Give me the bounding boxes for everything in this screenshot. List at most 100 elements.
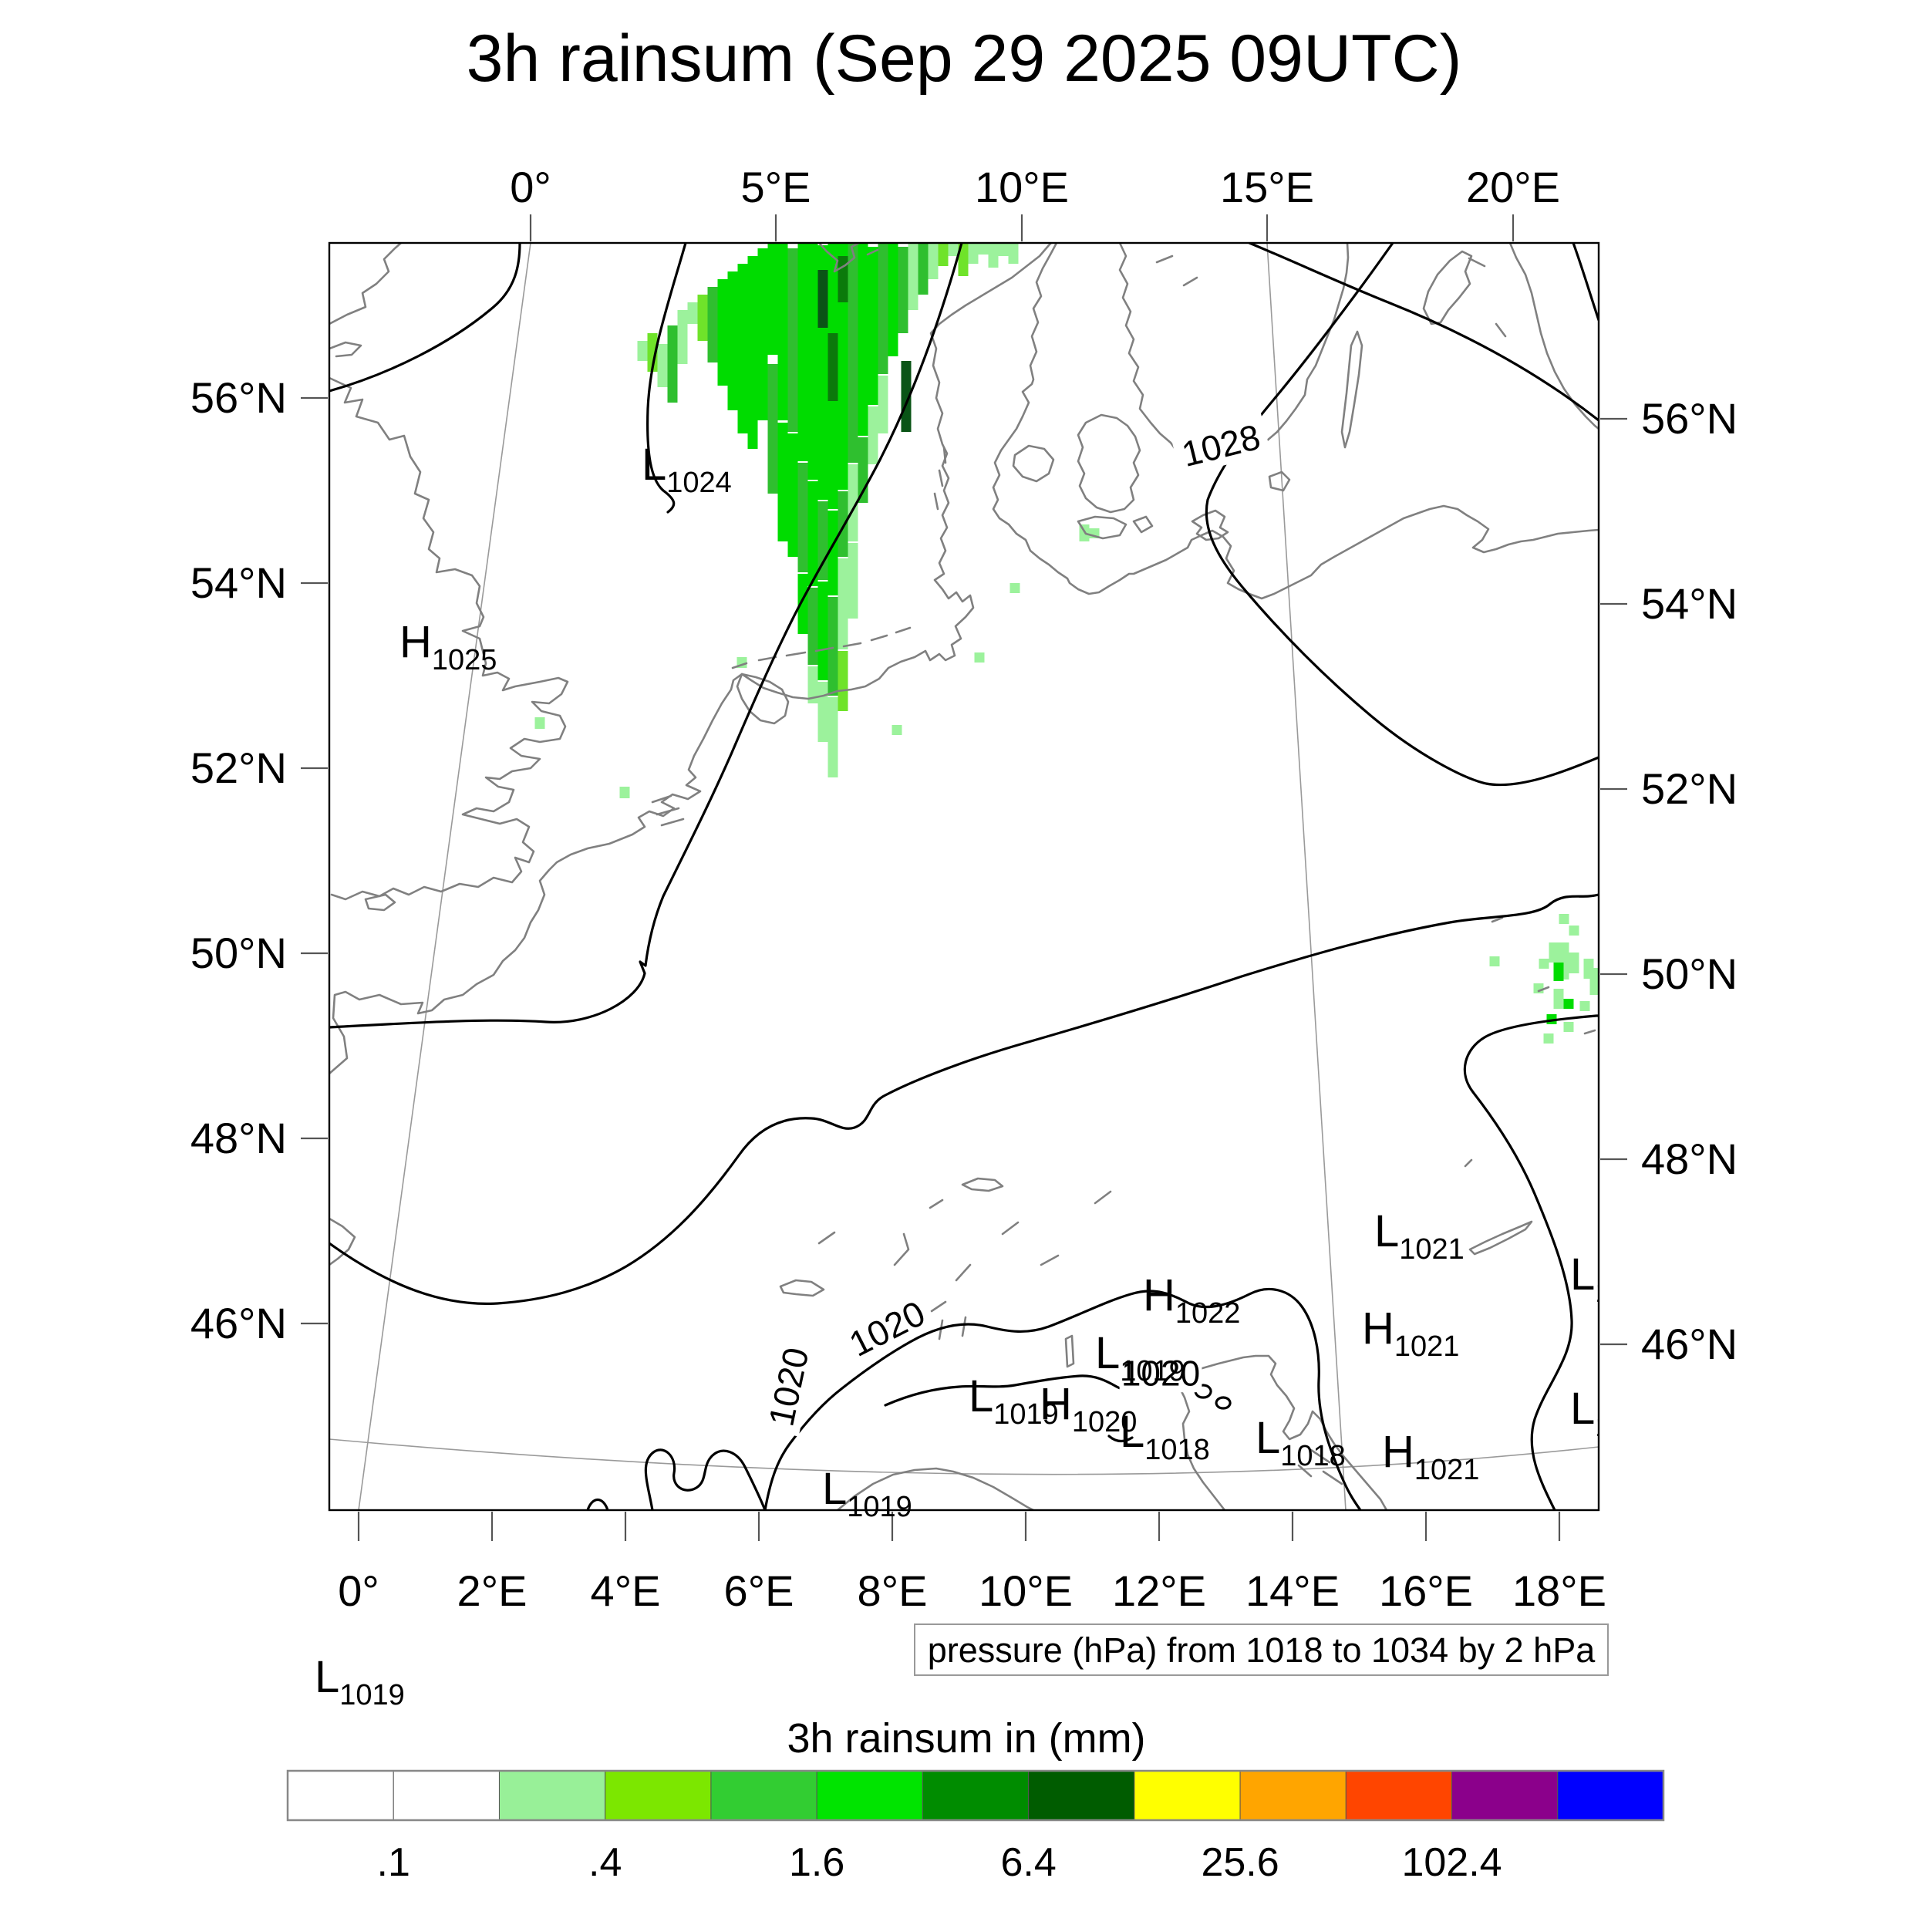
pressure-label-l1018: L1018: [1120, 1407, 1210, 1466]
axis-label-bottom: 4°E: [591, 1566, 661, 1615]
rain-cell: [797, 574, 808, 634]
rain-cell: [707, 287, 718, 362]
rain-cell: [827, 597, 838, 696]
map-frame: [328, 241, 1600, 1512]
isobar-1024-main: [329, 243, 963, 1029]
coastline-britain: [329, 376, 569, 901]
rain-cell: [807, 243, 818, 480]
rain-cell: [892, 725, 902, 735]
rain-cell: [938, 243, 949, 266]
rain-cell: [657, 344, 668, 387]
rain-cell: [767, 243, 778, 355]
pressure-label-h1021: H1021: [1362, 1303, 1459, 1363]
rain-cell: [838, 651, 848, 711]
axis-label-right: 54°N: [1641, 579, 1738, 628]
rain-cell: [1553, 963, 1564, 981]
closed-cells-small: [586, 1384, 1232, 1510]
axis-label-right: 56°N: [1641, 394, 1738, 443]
isobar-1026-northwest: [329, 243, 521, 393]
pressure-label-l1: L1: [1570, 1384, 1611, 1443]
colorbar-border: [286, 1769, 1665, 1822]
isobar-southeast-sweep: [1463, 1014, 1599, 1510]
rain-cell: [1569, 926, 1579, 936]
rain-cell: [974, 652, 985, 663]
funen-island: [1012, 444, 1055, 483]
axis-label-top: 0°: [510, 163, 551, 211]
svg-text:1028: 1028: [1178, 416, 1264, 474]
svg-text:1020: 1020: [760, 1344, 816, 1430]
isobar-1028-northeast: [1205, 243, 1599, 787]
coastlines: [329, 243, 1599, 1510]
axis-label-left: 52°N: [190, 743, 287, 792]
rain-cell: [918, 243, 929, 295]
colorbar-tick-label: 25.6: [1201, 1840, 1279, 1885]
meridian-0E: [358, 243, 531, 1510]
rain-cell: [1543, 1033, 1554, 1044]
rain-cell: [807, 666, 818, 703]
rain-cell: [1489, 956, 1500, 966]
colorbar-segment-12: [1557, 1770, 1664, 1821]
colorbar-segment-10: [1345, 1770, 1453, 1821]
isobar-1024-low-loop: [646, 243, 687, 514]
rain-raster-layer: [534, 243, 1599, 1044]
rain-cell: [1563, 1022, 1574, 1032]
graticule: [329, 243, 1599, 1510]
rain-cell: [667, 325, 678, 403]
axis-label-top: 5°E: [741, 163, 811, 211]
french-coast-fragment: [329, 1217, 356, 1266]
axis-label-bottom: 18°E: [1512, 1566, 1606, 1615]
colorbar-segment-9: [1239, 1770, 1347, 1821]
isobar-1030: [1248, 243, 1599, 422]
legend-box: [914, 1623, 1609, 1676]
rain-cell: [827, 333, 838, 401]
rain-cell: [1559, 914, 1569, 924]
map-area: [329, 243, 1599, 1510]
colorbar-segment-6: [922, 1770, 1030, 1821]
rain-cell: [797, 463, 808, 572]
rain-cell: [1549, 942, 1559, 963]
inline-contour-label: 1020: [1119, 1353, 1202, 1393]
isle-of-wight: [364, 893, 396, 912]
axis-label-right: 46°N: [1641, 1320, 1738, 1368]
rain-cell: [978, 243, 989, 255]
axis-label-top: 15°E: [1220, 163, 1314, 211]
rain-cell: [787, 433, 798, 557]
rain-cell: [928, 243, 939, 279]
colorbar-segment-0: [287, 1770, 394, 1821]
rain-cell: [717, 279, 728, 386]
colorbar-segment-2: [498, 1770, 606, 1821]
rain-cell: [1008, 243, 1019, 264]
colorbar-segment-5: [816, 1770, 923, 1821]
axis-label-left: 46°N: [190, 1299, 287, 1347]
pressure-label-h1021: H1021: [1382, 1427, 1479, 1486]
figure-title: 3h rainsum (Sep 29 2025 09UTC): [467, 22, 1462, 96]
rain-cell: [868, 406, 878, 464]
meridian-15E: [1266, 243, 1347, 1510]
rain-cell: [747, 256, 758, 449]
colorbar-title: 3h rainsum in (mm): [787, 1715, 1145, 1762]
coastline-firth: [329, 341, 362, 358]
pressure-legend: pressure (hPa) from 1018 to 1034 by 2 hP…: [914, 1623, 1609, 1676]
colorbar-segment-7: [1028, 1770, 1135, 1821]
colorbar-tick-label: .1: [377, 1840, 410, 1885]
pressure-label-l1021: L1021: [1374, 1206, 1465, 1266]
lake-balaton: [1468, 1220, 1533, 1256]
axis-label-top: 10°E: [975, 163, 1069, 211]
rain-cell: [888, 243, 898, 356]
lake-constance: [961, 1177, 1004, 1192]
rain-cell: [817, 270, 828, 328]
croatian-islands: [1297, 1448, 1343, 1485]
axis-label-bottom: 12°E: [1112, 1566, 1206, 1615]
ruegen-island: [1191, 509, 1229, 541]
rain-cell: [858, 243, 868, 436]
zealand-island: [1077, 413, 1141, 514]
pressure-label-l1019: L1019: [315, 1652, 405, 1711]
rain-cell: [777, 423, 788, 541]
axis-label-right: 48°N: [1641, 1135, 1738, 1183]
pressure-label-h1025: H1025: [399, 617, 497, 676]
rain-cell: [827, 697, 838, 777]
rain-cell: [898, 247, 908, 333]
rain-cell: [677, 310, 688, 364]
pressure-label-l1024: L1024: [642, 440, 732, 499]
ligurian-coast: [836, 1467, 1035, 1510]
